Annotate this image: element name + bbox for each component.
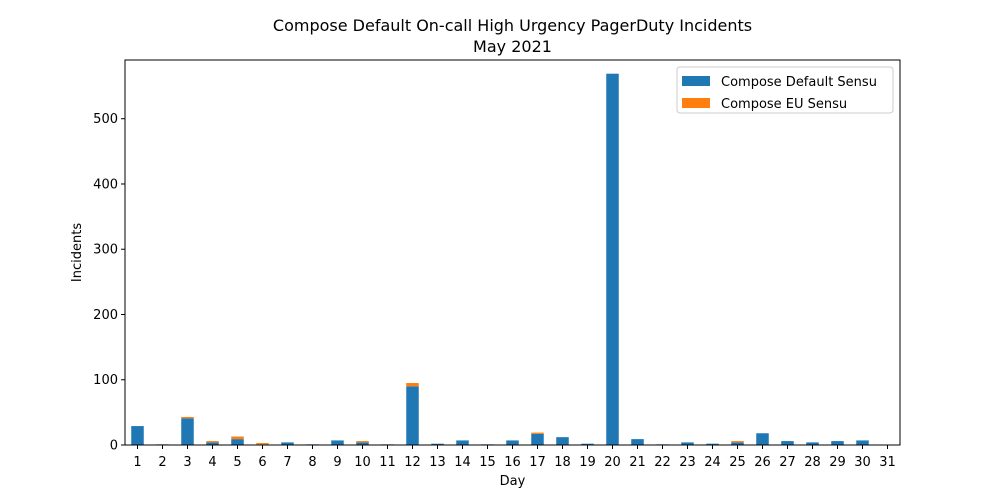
y-tick-label: 300 <box>93 243 118 258</box>
bars-group <box>131 73 869 445</box>
bar-series1-day-10 <box>356 442 369 445</box>
x-tick-label: 6 <box>258 455 266 470</box>
x-tick-label: 3 <box>183 455 191 470</box>
x-tick-label: 16 <box>504 455 521 470</box>
bar-series1-day-21 <box>631 439 644 445</box>
bar-series2-day-17 <box>531 432 544 434</box>
bar-series2-day-6 <box>256 443 269 445</box>
bar-series1-day-9 <box>331 440 344 445</box>
chart-title: Compose Default On-call High Urgency Pag… <box>273 16 752 35</box>
x-tick-label: 26 <box>754 455 771 470</box>
y-tick-label: 100 <box>93 373 118 388</box>
x-tick-label: 1 <box>133 455 141 470</box>
x-tick-label: 22 <box>654 455 671 470</box>
x-tick-label: 31 <box>879 455 896 470</box>
x-axis-label: Day <box>500 474 526 489</box>
legend-swatch <box>682 98 710 108</box>
legend-label: Compose Default Sensu <box>721 75 877 90</box>
x-tick-label: 23 <box>679 455 696 470</box>
y-tick-label: 500 <box>93 112 118 127</box>
bar-series2-day-12 <box>406 383 419 387</box>
x-tick-label: 2 <box>158 455 166 470</box>
bar-series1-day-23 <box>681 442 694 445</box>
bar-series2-day-4 <box>206 441 219 443</box>
x-tick-label: 29 <box>829 455 846 470</box>
bar-series1-day-19 <box>581 443 594 445</box>
x-tick-label: 5 <box>233 455 241 470</box>
x-tick-label: 21 <box>629 455 646 470</box>
legend-box <box>676 66 894 114</box>
x-tick-label: 7 <box>283 455 291 470</box>
x-tick-label: 10 <box>354 455 371 470</box>
x-tick-label: 14 <box>454 455 471 470</box>
y-tick-label: 200 <box>93 308 118 323</box>
bar-series2-day-25 <box>731 441 744 443</box>
x-tick-label: 4 <box>208 455 216 470</box>
x-tick-label: 24 <box>704 455 721 470</box>
bar-series1-day-7 <box>281 442 294 445</box>
x-tick-label: 9 <box>333 455 341 470</box>
legend-label: Compose EU Sensu <box>721 97 847 112</box>
bar-series1-day-17 <box>531 433 544 445</box>
x-tick-label: 18 <box>554 455 571 470</box>
bar-series1-day-16 <box>506 440 519 445</box>
legend: Compose Default Sensu Compose EU Sensu <box>676 66 894 114</box>
bar-series1-day-1 <box>131 426 144 445</box>
bar-series1-day-12 <box>406 386 419 445</box>
bar-series1-day-3 <box>181 418 194 445</box>
bar-series1-day-18 <box>556 437 569 445</box>
bar-series1-day-30 <box>856 440 869 445</box>
bar-series1-day-4 <box>206 442 219 445</box>
x-axis: 1 2 3 4 5 6 7 8 9 10 11 12 13 14 15 16 17 18 19 20 21 22 23 24 2… <box>133 445 896 470</box>
y-tick-label: 400 <box>93 177 118 192</box>
bar-series1-day-25 <box>731 442 744 445</box>
bar-series1-day-14 <box>456 440 469 445</box>
x-tick-label: 11 <box>379 455 396 470</box>
chart-subtitle: May 2021 <box>473 37 552 56</box>
bar-series2-day-5 <box>231 436 244 440</box>
bar-series2-day-3 <box>181 416 194 419</box>
bar-series1-day-26 <box>756 433 769 445</box>
x-tick-label: 19 <box>579 455 596 470</box>
x-tick-label: 17 <box>529 455 546 470</box>
x-tick-label: 28 <box>804 455 821 470</box>
bar-series1-day-29 <box>831 441 844 445</box>
bar-series1-day-20 <box>606 73 619 445</box>
x-tick-label: 13 <box>429 455 446 470</box>
bar-series1-day-13 <box>431 443 444 445</box>
bar-series1-day-27 <box>781 441 794 445</box>
plot-frame <box>124 59 901 446</box>
x-tick-label: 15 <box>479 455 496 470</box>
bar-series1-day-28 <box>806 442 819 445</box>
y-axis: 0 100 200 300 400 500 <box>93 112 125 454</box>
bar-series2-day-10 <box>356 441 369 443</box>
bar-series1-day-5 <box>231 439 244 445</box>
x-tick-label: 8 <box>308 455 316 470</box>
y-axis-label: Incidents <box>70 223 85 282</box>
bar-series1-day-24 <box>706 443 719 445</box>
legend-swatch <box>682 76 710 86</box>
y-tick-label: 0 <box>110 439 118 454</box>
x-tick-label: 27 <box>779 455 796 470</box>
x-tick-label: 30 <box>854 455 871 470</box>
x-tick-label: 25 <box>729 455 746 470</box>
x-tick-label: 12 <box>404 455 421 470</box>
x-tick-label: 20 <box>604 455 621 470</box>
